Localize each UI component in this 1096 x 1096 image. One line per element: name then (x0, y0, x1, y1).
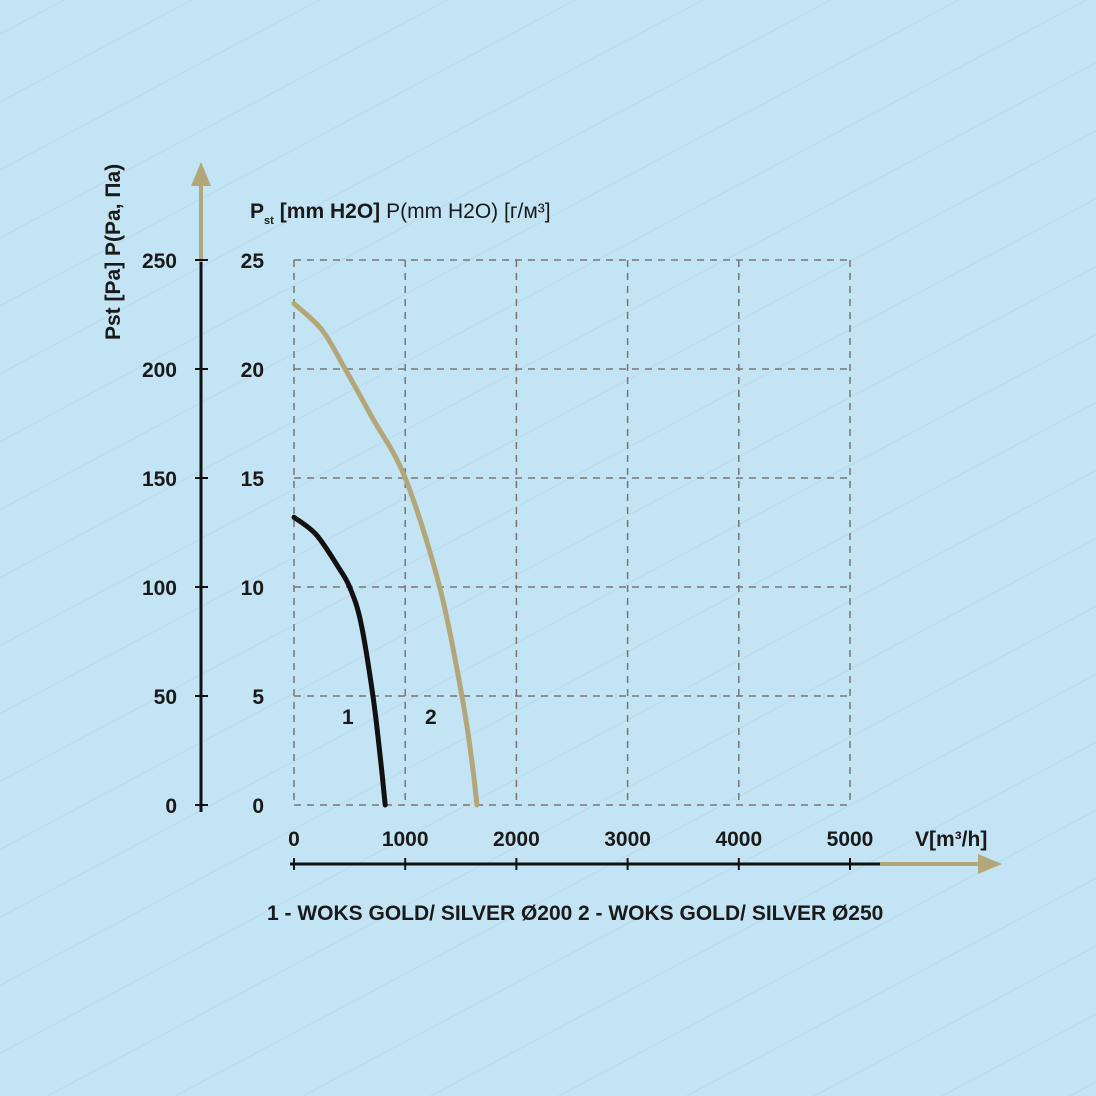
y-tick-label-pa: 50 (154, 686, 177, 709)
x-tick-label: 4000 (715, 828, 762, 851)
legend-item-1: 1 - WOKS GOLD/ SILVER Ø200 (267, 902, 572, 925)
y-tick-label-mmh2o: 0 (252, 795, 264, 818)
x-tick-label: 0 (288, 828, 300, 851)
y-tick-label-pa: 100 (142, 577, 177, 600)
curve-series-2 (291, 301, 480, 808)
y-axis-title-top: Pst [mm H2O] P(mm H2O) [г/м³] (250, 200, 551, 227)
y-tick-label-mmh2o: 5 (252, 686, 264, 709)
y-tick-label-pa: 250 (142, 250, 177, 273)
y-axis-title-left: Pst [Pa] P(Pa, Па) (102, 164, 125, 340)
x-tick-label: 5000 (827, 828, 874, 851)
y-tick-label-mmh2o: 15 (241, 468, 265, 491)
y-axis-arrowhead (191, 162, 211, 186)
x-tick-label: 2000 (493, 828, 540, 851)
x-axis-arrowhead (978, 854, 1002, 874)
y-tick-label-mmh2o: 20 (241, 359, 264, 382)
curve-label-1: 1 (342, 706, 354, 729)
y-tick-label-mmh2o: 10 (241, 577, 264, 600)
curve-label-2: 2 (425, 706, 437, 729)
curves (291, 301, 480, 808)
y-tick-label-pa: 200 (142, 359, 177, 382)
y-tick-label-pa: 150 (142, 468, 177, 491)
y-tick-label-pa: 0 (165, 795, 177, 818)
x-tick-label: 3000 (604, 828, 651, 851)
x-axis-title: V[m³/h] (915, 828, 987, 851)
legend-item-2: 2 - WOKS GOLD/ SILVER Ø250 (578, 902, 883, 925)
x-tick-label: 1000 (382, 828, 429, 851)
curve-series-1 (291, 514, 388, 808)
y-tick-label-mmh2o: 25 (241, 250, 265, 273)
grid (293, 259, 851, 806)
